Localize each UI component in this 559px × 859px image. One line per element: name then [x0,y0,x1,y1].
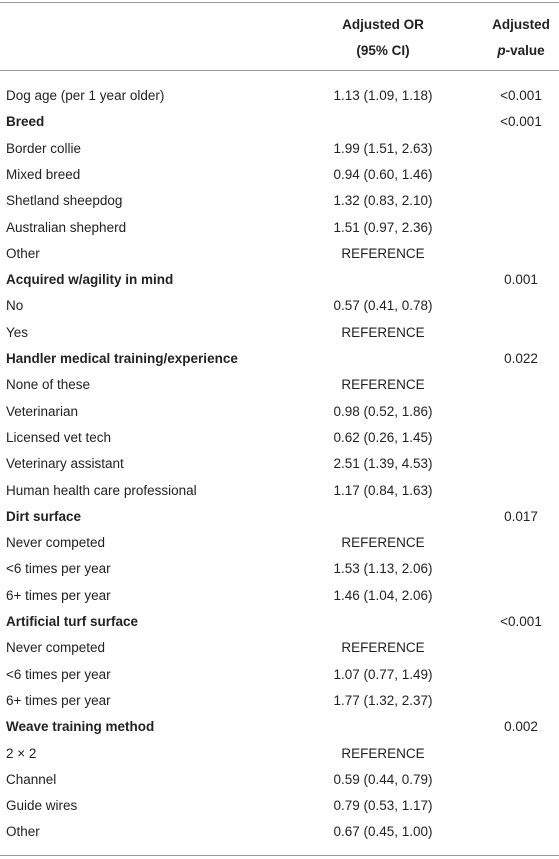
row-label: Other [6,245,40,261]
odds-ratio: 1.07 (0.77, 1.49) [333,666,433,682]
odds-ratio: REFERENCE [341,324,425,340]
row-label: No [6,298,24,314]
p-value: 0.022 [504,351,538,366]
p-value: 0.017 [504,508,538,524]
odds-ratio: REFERENCE [341,745,425,761]
odds-ratio: 0.62 (0.26, 1.45) [333,429,433,445]
row-label: Human health care professional [6,482,197,498]
row-label: Guide wires [6,798,78,814]
header-or-2: (95% CI) [356,43,410,58]
odds-ratio: 1.99 (1.51, 2.63) [333,140,433,156]
row-label: Dog age (per 1 year older) [6,88,165,103]
header-p-1: Adjusted [492,17,550,32]
odds-ratio: 0.57 (0.41, 0.78) [333,298,433,314]
odds-ratio: 1.32 (0.83, 2.10) [333,193,433,209]
row-label: Veterinarian [6,403,79,419]
header-rule [0,70,559,71]
odds-ratio: 0.59 (0.44, 0.79) [333,771,433,787]
odds-ratio: 0.98 (0.52, 1.86) [333,403,433,419]
p-value: 0.001 [504,272,538,288]
section-label: Dirt surface [6,508,82,524]
row-label: Other [6,824,40,840]
odds-ratio: 1.51 (0.97, 2.36) [333,219,433,235]
p-value: <0.001 [500,614,542,629]
odds-ratio: 1.17 (0.84, 1.63) [333,482,433,498]
odds-ratio: 1.77 (1.32, 2.37) [333,692,433,708]
header-p-2: p-value [484,42,558,60]
row-label: 6+ times per year [6,587,111,603]
row-label: 6+ times per year [6,692,111,708]
section-label: Breed [6,114,45,130]
odds-ratio: 1.46 (1.04, 2.06) [333,587,433,603]
header-p-italic: p [497,43,506,58]
odds-ratio: 2.51 (1.39, 4.53) [333,456,433,472]
odds-ratio: 1.13 (1.09, 1.18) [333,88,433,103]
row-label: Australian shepherd [6,219,127,235]
section-label: Artificial turf surface [6,614,139,629]
odds-ratio: REFERENCE [341,640,425,656]
row-label: Shetland sheepdog [6,193,123,209]
row-label: None of these [6,377,91,393]
row-label: Yes [6,324,29,340]
row-label: Never competed [6,640,106,656]
odds-ratio: 0.94 (0.60, 1.46) [333,166,433,182]
p-value: <0.001 [500,114,542,130]
row-label: Channel [6,771,57,787]
row-label: Veterinary assistant [6,456,124,472]
row-label: 2 × 2 [6,745,37,761]
row-label: Licensed vet tech [6,429,112,445]
row-label: Mixed breed [6,166,81,182]
odds-ratio: REFERENCE [341,377,425,393]
header-or-1: Adjusted OR [342,17,424,32]
odds-ratio: 0.67 (0.45, 1.00) [333,824,433,840]
section-label: Weave training method [6,719,155,735]
p-value: <0.001 [500,88,542,103]
row-label: <6 times per year [6,561,111,577]
row-label: Border collie [6,140,82,156]
row-label: <6 times per year [6,666,111,682]
odds-ratio: 1.53 (1.13, 2.06) [333,561,433,577]
header-p-rest: -value [505,43,545,58]
odds-ratio: REFERENCE [341,535,425,551]
row-label: Never competed [6,535,106,551]
bottom-rule [0,855,559,856]
section-label: Acquired w/agility in mind [6,272,174,288]
odds-ratio: REFERENCE [341,245,425,261]
top-rule [0,2,559,3]
odds-ratio: 0.79 (0.53, 1.17) [333,798,433,814]
section-label: Handler medical training/experience [6,351,238,366]
p-value: 0.002 [504,719,538,735]
